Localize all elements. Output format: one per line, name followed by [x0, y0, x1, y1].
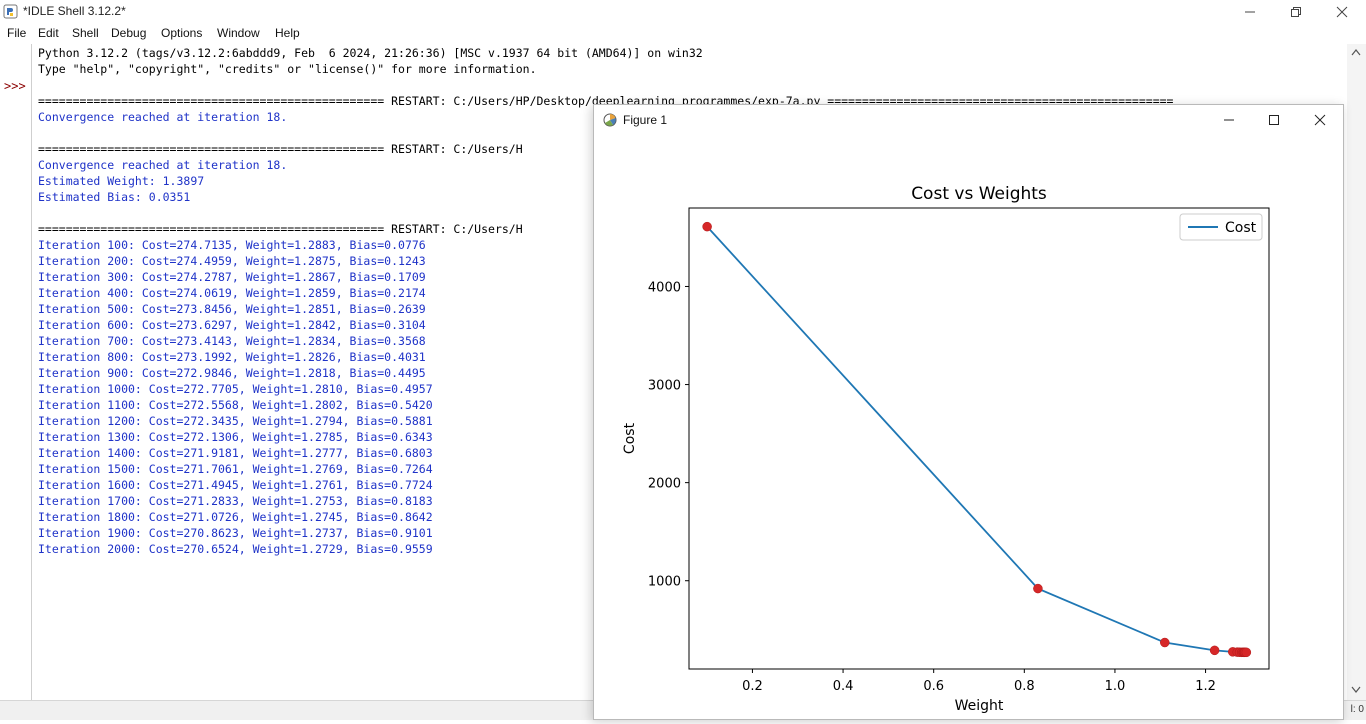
x-tick-label: 0.4 — [833, 679, 854, 694]
shell-line: Iteration 1600: Cost=271.4945, Weight=1.… — [38, 478, 433, 492]
y-tick-label: 1000 — [648, 575, 681, 590]
menu-help[interactable]: Help — [275, 26, 300, 40]
shell-line: Iteration 1000: Cost=272.7705, Weight=1.… — [38, 382, 433, 396]
menu-debug[interactable]: Debug — [111, 26, 147, 40]
menu-file[interactable]: File — [7, 26, 27, 40]
x-tick-label: 1.2 — [1195, 679, 1216, 694]
chart-title: Cost vs Weights — [911, 184, 1047, 204]
shell-line: ========================================… — [38, 142, 523, 156]
shell-line: Iteration 300: Cost=274.2787, Weight=1.2… — [38, 270, 426, 284]
close-icon — [1314, 114, 1326, 126]
prompt-gutter: >>> — [0, 44, 32, 700]
shell-line: Iteration 200: Cost=274.4959, Weight=1.2… — [38, 254, 426, 268]
figure-canvas: Cost vs Weights Weight Cost 0.2 0.4 0.6 0.8 1.0… — [594, 135, 1343, 719]
close-button[interactable] — [1319, 0, 1365, 24]
minimize-button[interactable] — [1227, 0, 1273, 24]
shell-line: Iteration 400: Cost=274.0619, Weight=1.2… — [38, 286, 426, 300]
menu-shell[interactable]: Shell — [72, 26, 99, 40]
shell-line: Type "help", "copyright", "credits" or "… — [38, 62, 537, 76]
x-tick-label: 0.8 — [1014, 679, 1035, 694]
shell-line: Iteration 1100: Cost=272.5568, Weight=1.… — [38, 398, 433, 412]
shell-line: Iteration 1200: Cost=272.3435, Weight=1.… — [38, 414, 433, 428]
shell-line: Iteration 2000: Cost=270.6524, Weight=1.… — [38, 542, 433, 556]
close-icon — [1336, 6, 1348, 18]
x-tick-label: 0.2 — [742, 679, 763, 694]
menu-edit[interactable]: Edit — [38, 26, 59, 40]
figure-close-button[interactable] — [1297, 105, 1343, 135]
y-tick-label: 2000 — [648, 477, 681, 492]
cursor-position: l: 0 — [1350, 704, 1364, 715]
shell-line: Iteration 1900: Cost=270.8623, Weight=1.… — [38, 526, 433, 540]
menu-window[interactable]: Window — [217, 26, 260, 40]
figure-title-bar: Figure 1 — [594, 105, 1343, 135]
shell-line: Estimated Weight: 1.3897 — [38, 174, 205, 188]
y-axis-label: Cost — [622, 422, 638, 454]
menu-bar: File Edit Shell Debug Options Window Hel… — [0, 24, 1366, 44]
legend-box — [1179, 213, 1263, 241]
y-tick-label: 3000 — [648, 379, 681, 394]
shell-line: Iteration 1700: Cost=271.2833, Weight=1.… — [38, 494, 433, 508]
idle-app-icon — [3, 4, 18, 19]
cost-point — [702, 221, 712, 232]
shell-line: Iteration 800: Cost=273.1992, Weight=1.2… — [38, 350, 426, 364]
shell-line: Convergence reached at iteration 18. — [38, 158, 288, 172]
scroll-down-icon[interactable] — [1351, 686, 1361, 694]
restore-icon — [1291, 7, 1301, 17]
figure-title: Figure 1 — [623, 113, 668, 127]
shell-line: Iteration 1400: Cost=271.9181, Weight=1.… — [38, 446, 433, 460]
x-tick-label: 1.0 — [1105, 679, 1126, 694]
cost-chart: Cost vs Weights Weight Cost 0.2 0.4 0.6 0.8 1.0… — [622, 184, 1270, 714]
scroll-up-icon[interactable] — [1351, 48, 1361, 56]
shell-line: Convergence reached at iteration 18. — [38, 110, 288, 124]
y-tick-label: 4000 — [648, 280, 681, 295]
shell-line: Iteration 600: Cost=273.6297, Weight=1.2… — [38, 318, 426, 332]
cost-point — [1209, 645, 1220, 656]
title-bar: *IDLE Shell 3.12.2* — [0, 0, 1366, 24]
shell-line: Iteration 700: Cost=273.4143, Weight=1.2… — [38, 334, 426, 348]
shell-line: Iteration 100: Cost=274.7135, Weight=1.2… — [38, 238, 426, 252]
minimize-icon — [1224, 119, 1234, 121]
shell-line: Iteration 900: Cost=272.9846, Weight=1.2… — [38, 366, 426, 380]
x-tick-label: 0.6 — [923, 679, 944, 694]
shell-line: Iteration 1300: Cost=272.1306, Weight=1.… — [38, 430, 433, 444]
shell-line: Iteration 1800: Cost=271.0726, Weight=1.… — [38, 510, 433, 524]
legend-label: Cost — [1225, 220, 1257, 236]
shell-line: ========================================… — [38, 222, 523, 236]
matplotlib-icon — [603, 113, 617, 127]
plot-area — [688, 207, 1270, 670]
menu-options[interactable]: Options — [161, 26, 203, 40]
shell-line: Python 3.12.2 (tags/v3.12.2:6abddd9, Feb… — [38, 46, 703, 60]
shell-line: Iteration 500: Cost=273.8456, Weight=1.2… — [38, 302, 426, 316]
figure-window[interactable]: Figure 1 Cost vs Weights Weight Cost 0.2 0.4… — [593, 104, 1344, 720]
maximize-icon — [1269, 115, 1279, 125]
figure-maximize-button[interactable] — [1251, 105, 1297, 135]
shell-line: Iteration 1500: Cost=271.7061, Weight=1.… — [38, 462, 433, 476]
shell-prompt: >>> — [4, 79, 26, 93]
cost-point — [1241, 647, 1252, 658]
cost-point — [1160, 637, 1170, 648]
shell-line: Estimated Bias: 0.0351 — [38, 190, 191, 204]
window-title: *IDLE Shell 3.12.2* — [23, 4, 126, 18]
minimize-icon — [1245, 11, 1255, 13]
x-axis-label: Weight — [955, 698, 1004, 714]
restore-button[interactable] — [1273, 0, 1319, 24]
figure-minimize-button[interactable] — [1206, 105, 1252, 135]
cost-point — [1033, 583, 1043, 594]
shell-scrollbar[interactable] — [1347, 44, 1366, 700]
